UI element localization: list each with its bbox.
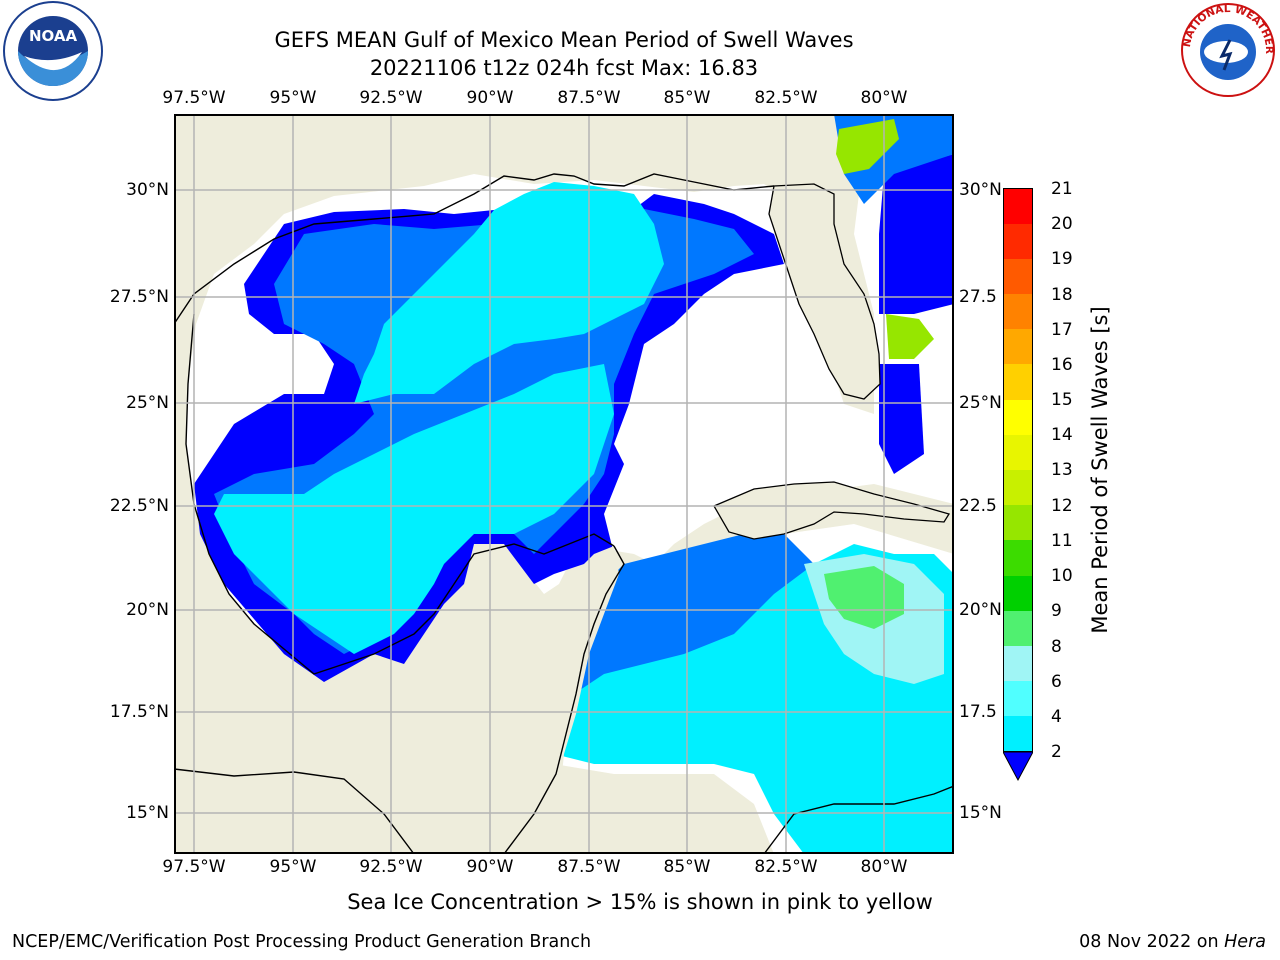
noaa-logo: NOAA <box>3 1 103 101</box>
lon-label: 97.5°W <box>162 857 226 877</box>
lon-label: 87.5°W <box>557 857 621 877</box>
lat-label: 25°N <box>959 393 1002 413</box>
colorbar-segment <box>1003 505 1033 540</box>
map-title: GEFS MEAN Gulf of Mexico Mean Period of … <box>274 28 854 52</box>
lon-label: 90°W <box>466 88 514 108</box>
credit-text: NCEP/EMC/Verification Post Processing Pr… <box>12 932 592 952</box>
colorbar-segment <box>1003 329 1033 364</box>
lat-label: 30°N <box>959 180 1002 200</box>
lon-label: 87.5°W <box>557 88 621 108</box>
lat-label: 20°N <box>959 600 1002 620</box>
colorbar-segment <box>1003 294 1033 329</box>
lon-label: 85°W <box>663 857 711 877</box>
colorbar-segment <box>1003 611 1033 646</box>
lat-label: 27.5 <box>959 287 997 307</box>
lat-label: 27.5°N <box>109 287 169 307</box>
gulf-swell-cyan-south <box>214 364 614 654</box>
lon-label: 90°W <box>466 857 514 877</box>
colorbar-tick: 9 <box>1051 601 1062 621</box>
colorbar-segment <box>1003 716 1033 752</box>
lon-label: 85°W <box>663 88 711 108</box>
lat-label: 20°N <box>126 600 169 620</box>
sea-ice-footnote: Sea Ice Concentration > 15% is shown in … <box>347 890 933 914</box>
svg-text:NOAA: NOAA <box>29 27 78 45</box>
colorbar-tick: 17 <box>1051 320 1073 340</box>
yucatan-coast <box>503 545 625 854</box>
colorbar-tick: 4 <box>1051 707 1062 727</box>
central-america-coast <box>763 785 954 854</box>
lon-label: 82.5°W <box>754 88 818 108</box>
colorbar-segment <box>1003 681 1033 716</box>
date-host-text: 08 Nov 2022 on Hera <box>1079 932 1266 952</box>
colorbar-tick: 21 <box>1051 179 1073 199</box>
map-subtitle: 20221106 t12z 024h fcst Max: 16.83 <box>369 56 759 80</box>
lat-label: 15°N <box>126 803 169 823</box>
colorbar-tick: 15 <box>1051 390 1073 410</box>
atlantic-swell-green-south <box>886 314 934 359</box>
colorbar-segment <box>1003 224 1033 259</box>
colorbar-segment <box>1003 470 1033 505</box>
colorbar-tick: 2 <box>1051 742 1062 762</box>
colorbar-label: Mean Period of Swell Waves [s] <box>1088 306 1112 634</box>
lon-label: 97.5°W <box>162 88 226 108</box>
colorbar-tick: 10 <box>1051 566 1073 586</box>
colorbar-segment <box>1003 259 1033 294</box>
us-gulf-coast <box>174 173 775 325</box>
lat-label: 17.5°N <box>109 702 169 722</box>
lon-label: 95°W <box>269 88 317 108</box>
colorbar-tick: 20 <box>1051 214 1073 234</box>
host-name: Hera <box>1224 932 1266 952</box>
colorbar-tick: 18 <box>1051 285 1073 305</box>
lon-label: 92.5°W <box>359 857 423 877</box>
lat-label: 30°N <box>126 180 169 200</box>
atlantic-swell-blue-south <box>879 364 924 474</box>
map-border <box>174 114 954 854</box>
lon-label: 80°W <box>860 857 908 877</box>
atlantic-swell-blue <box>879 154 954 314</box>
nws-logo: NATIONAL WEATHER SERVICE <box>1178 0 1275 97</box>
lon-label: 95°W <box>269 857 317 877</box>
colorbar-segment <box>1003 576 1033 611</box>
gulf-swell-cyan <box>354 182 664 404</box>
colorbar-segment <box>1003 540 1033 576</box>
colorbar-tick: 14 <box>1051 425 1073 445</box>
colorbar-outline <box>1003 188 1033 752</box>
colorbar-segment <box>1003 364 1033 400</box>
colorbar-segment <box>1003 435 1033 470</box>
graticule <box>174 114 954 854</box>
lon-label: 92.5°W <box>359 88 423 108</box>
colorbar-extend-arrow <box>1003 752 1033 782</box>
lat-label: 15°N <box>959 803 1002 823</box>
lat-label: 25°N <box>126 393 169 413</box>
colorbar-tick: 16 <box>1051 355 1073 375</box>
florida-land <box>768 183 881 400</box>
lon-label: 80°W <box>860 88 908 108</box>
colorbar-segment <box>1003 188 1033 224</box>
colorbar-tick: 6 <box>1051 672 1062 692</box>
colorbar-tick: 8 <box>1051 637 1062 657</box>
colorbar-tick: 13 <box>1051 460 1073 480</box>
swell-period-map <box>174 114 954 854</box>
colorbar-tick: 19 <box>1051 249 1073 269</box>
cuba-land <box>713 481 951 540</box>
pacific-coast <box>174 768 415 854</box>
colorbar-segment <box>1003 400 1033 435</box>
lon-label: 82.5°W <box>754 857 818 877</box>
colorbar-tick: 12 <box>1051 496 1073 516</box>
lat-label: 22.5°N <box>109 496 169 516</box>
lat-label: 22.5 <box>959 496 997 516</box>
yucatan-land <box>174 546 619 854</box>
colorbar-tick: 11 <box>1051 531 1073 551</box>
colorbar-segment <box>1003 646 1033 681</box>
lat-label: 17.5 <box>959 702 997 722</box>
